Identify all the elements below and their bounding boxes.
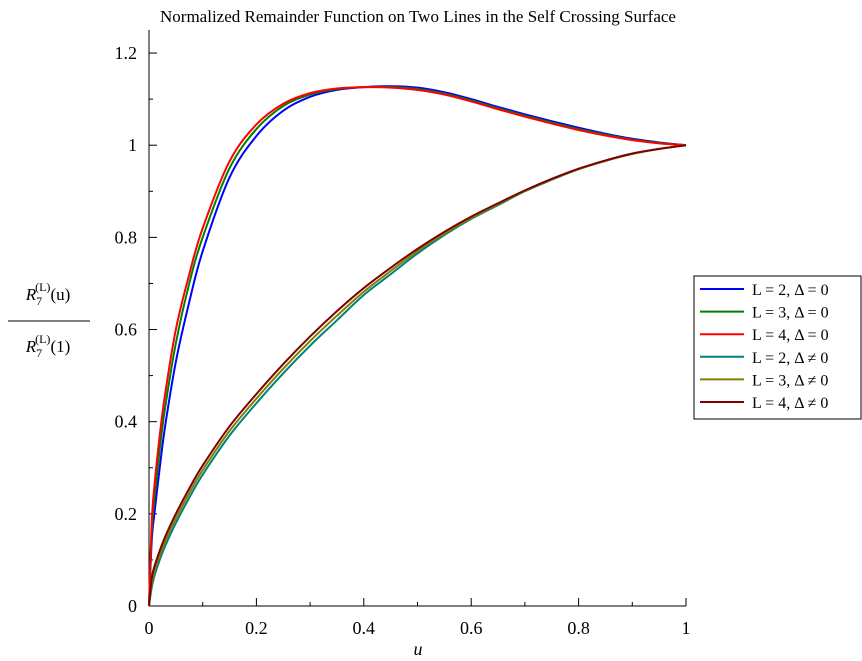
- legend-box: [693, 275, 862, 420]
- legend-entry-label: L = 3, Δ = 0: [752, 305, 829, 322]
- legend-entry-label: L = 4, Δ ≠ 0: [752, 395, 828, 412]
- series-line: [148, 144, 687, 607]
- legend-entry-label: L = 2, Δ = 0: [752, 282, 829, 299]
- y-tick-label: 0: [128, 596, 137, 616]
- x-tick-label: 0.6: [460, 618, 483, 638]
- x-tick-label: 0: [145, 618, 154, 638]
- y-tick-label: 0.6: [115, 320, 138, 340]
- y-tick-label: 0.8: [115, 227, 138, 247]
- legend-entry-label: L = 2, Δ ≠ 0: [752, 350, 828, 367]
- y-tick-label: 0.2: [115, 504, 138, 524]
- series-line: [148, 85, 687, 607]
- x-tick-label: 1: [682, 618, 691, 638]
- legend-entry-label: L = 3, Δ ≠ 0: [752, 372, 828, 389]
- x-tick-label: 0.8: [567, 618, 590, 638]
- series-line: [148, 144, 687, 607]
- legend-entry-label: L = 4, Δ = 0: [752, 327, 829, 344]
- legend: L = 2, Δ = 0 L = 3, Δ = 0 L = 4, Δ = 0 L = …: [693, 275, 862, 420]
- x-tick-label: 0.4: [353, 618, 376, 638]
- series-line: [148, 86, 687, 607]
- y-tick-label: 1: [128, 135, 137, 155]
- plot-lines: [148, 85, 687, 607]
- x-tick-label: 0.2: [245, 618, 268, 638]
- y-tick-label: 0.4: [115, 412, 138, 432]
- series-line: [148, 85, 687, 607]
- y-axis-label: R7(L)(u) R7(L)(1): [8, 280, 90, 360]
- series-line: [148, 144, 687, 607]
- y-label-numerator: R7(L)(u): [25, 280, 71, 308]
- y-tick-label: 1.2: [115, 43, 138, 63]
- chart-title: Normalized Remainder Function on Two Lin…: [160, 7, 676, 26]
- x-axis-label: u: [414, 639, 423, 659]
- y-label-denominator: R7(L)(1): [25, 332, 71, 360]
- axis-ticks: 0 0.2 0.4 0.6 0.8 1 0 0.2 0.4 0.6 0.8 1 1.2: [115, 43, 691, 638]
